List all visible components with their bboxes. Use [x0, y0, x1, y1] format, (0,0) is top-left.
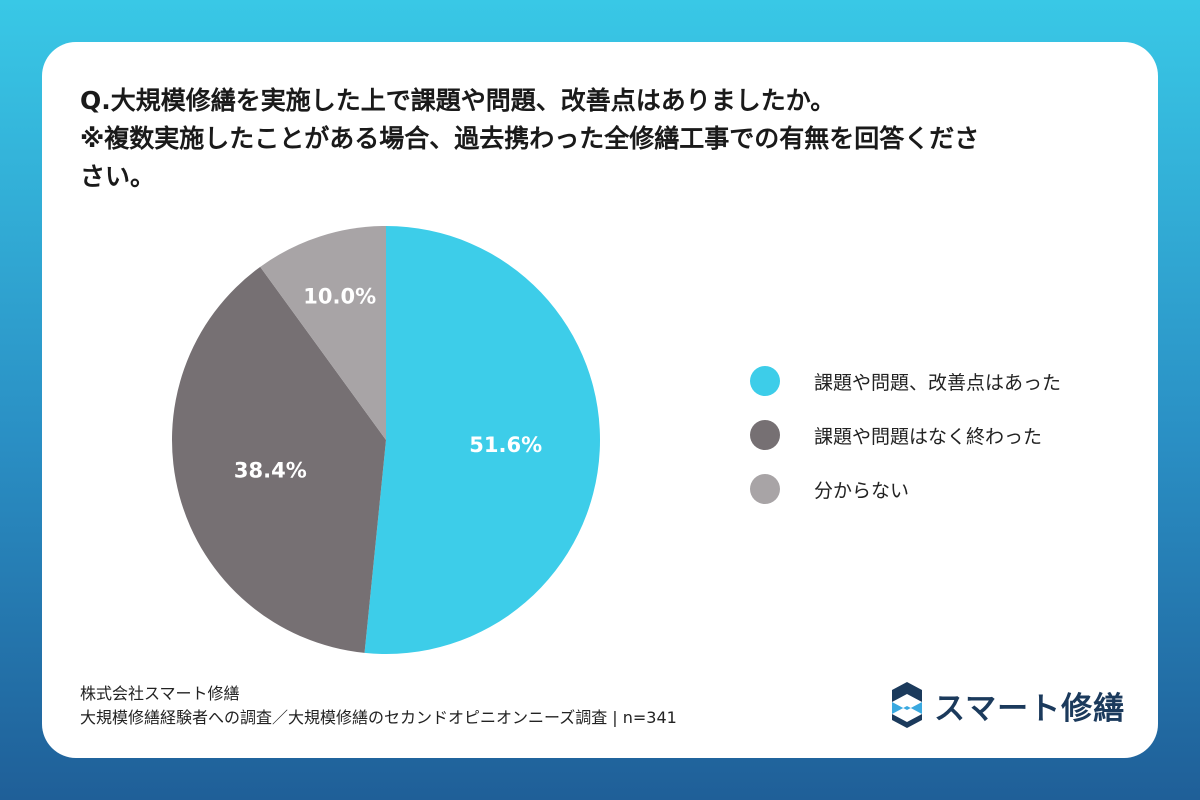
logo-s-mark-icon: [892, 682, 922, 728]
legend-swatch: [750, 366, 780, 396]
title-line-2: ※複数実施したことがある場合、過去携わった全修繕工事での有無を回答くださ: [80, 124, 980, 153]
chart-card: Q.大規模修繕を実施した上で課題や問題、改善点はありましたか。 ※複数実施したこ…: [42, 42, 1158, 758]
title-line-1: Q.大規模修繕を実施した上で課題や問題、改善点はありましたか。: [80, 86, 836, 115]
survey-source: 大規模修繕経験者への調査／大規模修繕のセカンドオピニオンニーズ調査 | n=34…: [80, 708, 677, 727]
pie-chart: 51.6% 38.4% 10.0%: [172, 226, 601, 654]
legend-swatch: [750, 474, 780, 504]
pie-slice-label: 38.4%: [234, 458, 307, 482]
pie-slice: [260, 226, 386, 440]
pie-slice: [364, 226, 601, 654]
pie-slice: [172, 266, 386, 653]
legend-item: 課題や問題、改善点はあった: [750, 354, 1061, 408]
brand-logo: スマート修繕: [892, 682, 1125, 728]
company-name: 株式会社スマート修繕: [80, 684, 240, 703]
pie-slice-label: 51.6%: [469, 433, 542, 457]
title-line-3: さい。: [80, 162, 156, 191]
legend-swatch: [750, 420, 780, 450]
legend-label: 分からない: [814, 479, 910, 502]
legend-item: 課題や問題はなく終わった: [750, 408, 1061, 462]
legend-item: 分からない: [750, 462, 1061, 516]
logo-text: スマート修繕: [934, 690, 1126, 727]
legend-label: 課題や問題、改善点はあった: [814, 371, 1062, 394]
legend: 課題や問題、改善点はあった 課題や問題はなく終わった 分からない: [750, 354, 1061, 516]
pie-slice-label: 10.0%: [303, 285, 376, 309]
chart-title: Q.大規模修繕を実施した上で課題や問題、改善点はありましたか。 ※複数実施したこ…: [80, 82, 1130, 196]
source-note: 株式会社スマート修繕 大規模修繕経験者への調査／大規模修繕のセカンドオピニオンニ…: [80, 682, 677, 730]
legend-label: 課題や問題はなく終わった: [814, 425, 1043, 448]
